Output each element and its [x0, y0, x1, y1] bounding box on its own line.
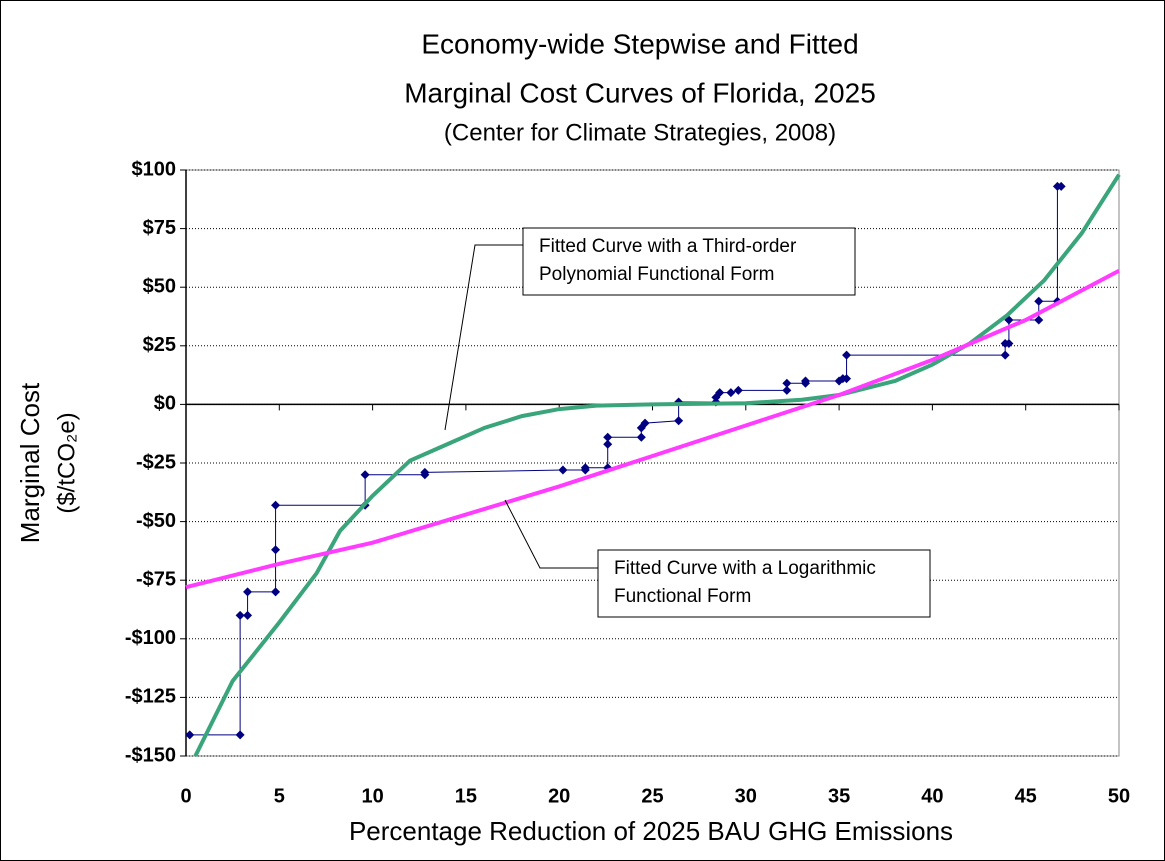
x-tick-label: 10	[361, 785, 383, 807]
data-point	[1004, 338, 1014, 348]
x-tick-label: 50	[1108, 785, 1130, 807]
annotation-box	[522, 227, 856, 296]
y-tick-label: $25	[143, 334, 176, 356]
x-tick-label: 0	[180, 785, 191, 807]
x-tick-label: 15	[455, 785, 477, 807]
data-point	[1056, 181, 1066, 191]
data-point	[271, 587, 281, 597]
annotation-box	[597, 549, 931, 618]
chart-title: Marginal Cost Curves of Florida, 2025	[404, 77, 876, 108]
y-tick-label: $100	[132, 158, 177, 180]
data-point	[243, 610, 253, 620]
data-point	[842, 350, 852, 360]
data-point	[185, 730, 195, 740]
x-tick-label: 5	[274, 785, 285, 807]
x-tick-label: 30	[735, 785, 757, 807]
data-point	[243, 587, 253, 597]
data-point	[603, 439, 613, 449]
data-point	[674, 416, 684, 426]
data-point	[636, 432, 646, 442]
x-tick-label: 35	[828, 785, 850, 807]
y-axis-label: Marginal Cost	[15, 382, 45, 543]
data-point	[801, 376, 811, 386]
data-point	[235, 730, 245, 740]
data-point	[271, 545, 281, 555]
x-tick-label: 25	[641, 785, 663, 807]
leader-line	[444, 244, 523, 431]
data-point	[640, 418, 650, 428]
data-point	[580, 463, 590, 473]
data-point	[420, 467, 430, 477]
chart-title: Economy-wide Stepwise and Fitted	[421, 28, 858, 59]
data-point	[733, 385, 743, 395]
y-tick-label: -$150	[125, 744, 176, 766]
y-tick-label: -$50	[136, 510, 176, 532]
series-line	[193, 173, 1121, 757]
x-tick-label: 40	[921, 785, 943, 807]
series-line	[185, 269, 1120, 590]
data-point	[1000, 350, 1010, 360]
data-point	[1034, 315, 1044, 325]
annotation-text: Polynomial Functional Form	[539, 264, 774, 285]
leader-line	[504, 499, 598, 569]
x-axis-label: Percentage Reduction of 2025 BAU GHG Emi…	[349, 816, 953, 846]
annotation-text: Functional Form	[614, 586, 751, 607]
data-point	[782, 385, 792, 395]
data-point	[558, 465, 568, 475]
y-tick-label: $75	[143, 217, 176, 239]
annotation-text: Fitted Curve with a Logarithmic	[614, 558, 876, 579]
data-point	[726, 388, 736, 398]
annotation-text: Fitted Curve with a Third-order	[539, 236, 797, 257]
data-point	[715, 388, 725, 398]
data-point	[235, 610, 245, 620]
y-tick-label: $50	[143, 275, 176, 297]
y-tick-label: -$25	[136, 451, 176, 473]
y-tick-label: $0	[154, 393, 176, 415]
chart-subtitle: (Center for Climate Strategies, 2008)	[444, 119, 836, 146]
data-point	[603, 432, 613, 442]
data-point	[360, 470, 370, 480]
y-tick-label: -$125	[125, 686, 176, 708]
data-point	[842, 374, 852, 384]
y-tick-label: -$75	[136, 568, 176, 590]
data-point	[1034, 296, 1044, 306]
data-point	[782, 378, 792, 388]
data-point	[271, 500, 281, 510]
y-tick-label: -$100	[125, 627, 176, 649]
x-tick-label: 45	[1015, 785, 1037, 807]
y-axis-label: ($/tCO₂e)	[53, 412, 80, 513]
x-tick-label: 20	[548, 785, 570, 807]
